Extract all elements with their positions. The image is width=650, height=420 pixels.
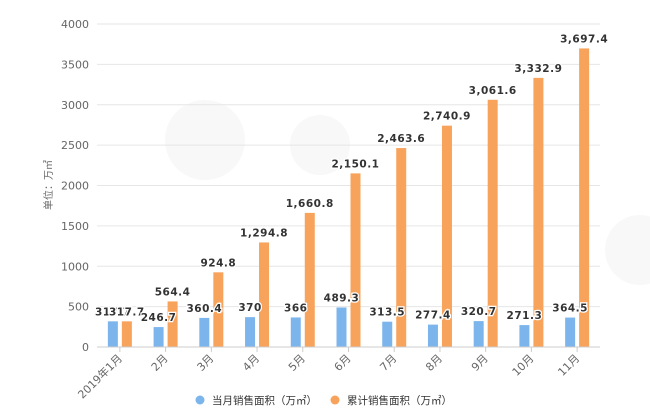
monthly-bar[interactable]: [565, 317, 576, 347]
data-label: 246.7: [141, 312, 177, 324]
cumulative-bar[interactable]: [533, 77, 544, 348]
x-tick-label: 5月: [286, 352, 308, 374]
monthly-bar[interactable]: [473, 321, 484, 347]
y-axis: 0 500 1000 1500 2000 2500 3000 3500 4000: [61, 18, 89, 354]
cumulative-bar[interactable]: [350, 173, 361, 347]
data-label: 366: [284, 302, 307, 314]
x-tick-label: 11月: [555, 352, 582, 379]
cumulative-bar[interactable]: [167, 301, 178, 347]
y-tick-label: 1000: [61, 260, 89, 273]
data-label: 2,740.9: [423, 111, 471, 123]
legend: 当月销售面积（万㎡） 累计销售面积（万㎡）: [195, 394, 453, 407]
cumulative-bar[interactable]: [213, 272, 224, 347]
data-label: 2,463.6: [377, 133, 425, 145]
monthly-bar[interactable]: [519, 325, 530, 347]
data-label: 317.7: [95, 306, 131, 318]
cumulative-bar[interactable]: [441, 125, 452, 347]
data-label: 924.8: [200, 257, 236, 269]
y-tick-label: 2000: [61, 180, 89, 193]
cumulative-bar[interactable]: [579, 48, 590, 348]
x-tick-label: 8月: [423, 352, 445, 374]
data-label: 320.7: [461, 306, 497, 318]
x-axis: 2019年1月 2月 3月 4月 5月 6月 7月 8月 9月 10月 11月: [75, 346, 600, 401]
data-label: 1,660.8: [286, 198, 334, 210]
data-label: 1,294.8: [240, 227, 288, 239]
x-tick-label: 2019年1月: [75, 351, 125, 401]
y-tick-label: 3000: [61, 99, 89, 112]
x-tick-label: 9月: [469, 352, 491, 374]
y-tick-label: 0: [82, 341, 89, 354]
x-tick-label: 2月: [149, 352, 171, 374]
cumulative-bar[interactable]: [121, 321, 132, 347]
x-tick-label: 10月: [510, 352, 537, 379]
cumulative-bar[interactable]: [487, 99, 498, 347]
cumulative-bar[interactable]: [304, 212, 315, 347]
legend-item[interactable]: 累计销售面积（万㎡）: [330, 394, 453, 407]
y-tick-label: 500: [68, 301, 89, 314]
legend-label: 当月销售面积（万㎡）: [212, 394, 317, 407]
monthly-bar[interactable]: [199, 317, 210, 347]
data-label: 3,697.4: [560, 33, 608, 45]
legend-item[interactable]: 当月销售面积（万㎡）: [195, 394, 318, 407]
data-label: 3,332.9: [514, 63, 562, 75]
monthly-bar[interactable]: [382, 321, 393, 347]
x-tick-label: 4月: [240, 352, 262, 374]
data-label: 313.5: [369, 307, 405, 319]
data-label: 3,061.6: [469, 85, 517, 97]
data-label: 271.3: [507, 310, 543, 322]
data-label: 564.4: [155, 286, 191, 298]
monthly-bar[interactable]: [107, 321, 118, 347]
y-tick-label: 1500: [61, 220, 89, 233]
monthly-bar[interactable]: [245, 317, 256, 347]
monthly-bar[interactable]: [290, 317, 301, 347]
data-label: 360.4: [186, 303, 222, 315]
legend-label: 累计销售面积（万㎡）: [347, 394, 452, 407]
y-tick-label: 4000: [61, 18, 89, 31]
monthly-bar[interactable]: [336, 307, 347, 347]
data-label: 317.7: [109, 306, 145, 318]
y-axis-label: 单位：万㎡: [42, 160, 55, 210]
bar-series: [107, 48, 590, 348]
data-label: 489.3: [324, 292, 360, 304]
data-label: 370: [238, 302, 261, 314]
x-tick-label: 6月: [332, 352, 354, 374]
cumulative-bar[interactable]: [396, 148, 407, 347]
data-labels: 317.7317.7246.7564.4360.4924.83701,294.8…: [94, 32, 609, 325]
data-label: 277.4: [415, 310, 451, 322]
monthly-bar[interactable]: [153, 327, 164, 347]
cumulative-bar[interactable]: [259, 242, 270, 347]
x-tick-label: 7月: [377, 352, 399, 374]
legend-marker-icon: [330, 395, 340, 405]
legend-marker-icon: [195, 395, 205, 405]
data-label: 2,150.1: [331, 158, 379, 170]
watermark: [165, 100, 650, 285]
data-label: 364.5: [552, 303, 588, 315]
monthly-bar[interactable]: [427, 324, 438, 347]
x-tick-label: 3月: [195, 352, 217, 374]
y-tick-label: 2500: [61, 139, 89, 152]
y-tick-label: 3500: [61, 58, 89, 71]
